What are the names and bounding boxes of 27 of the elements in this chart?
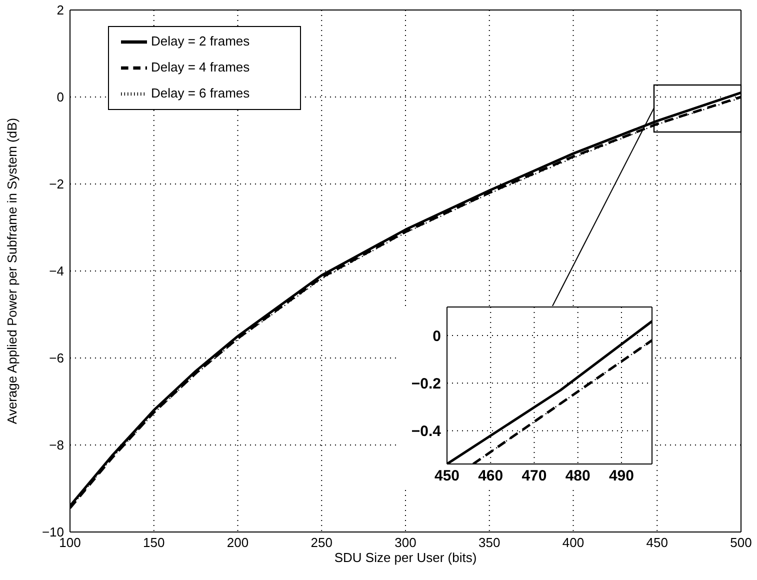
x-tick-label: 300 bbox=[394, 535, 416, 550]
legend-label: Delay = 4 frames bbox=[151, 59, 250, 74]
x-tick-label: 350 bbox=[478, 535, 500, 550]
y-axis-title: Average Applied Power per Subframe in System (dB) bbox=[4, 118, 20, 424]
x-tick-label: 400 bbox=[562, 535, 584, 550]
x-axis-title: SDU Size per User (bits) bbox=[334, 550, 477, 565]
x-tick-label: 450 bbox=[434, 468, 460, 485]
y-tick-label: −4 bbox=[49, 264, 64, 279]
y-tick-label: −6 bbox=[49, 350, 64, 366]
y-tick-label: −0.4 bbox=[411, 423, 442, 440]
x-tick-label: 150 bbox=[143, 535, 165, 550]
x-tick-label: 470 bbox=[522, 468, 547, 485]
y-tick-label: −2 bbox=[49, 176, 64, 192]
y-tick-label: 0 bbox=[432, 328, 441, 345]
x-tick-label: 490 bbox=[608, 468, 634, 485]
x-tick-label: 460 bbox=[478, 468, 504, 485]
y-tick-label: 0 bbox=[56, 90, 64, 105]
x-tick-label: 500 bbox=[730, 535, 752, 550]
x-tick-label: 480 bbox=[565, 468, 590, 485]
x-tick-label: 450 bbox=[646, 535, 668, 550]
legend-label: Delay = 2 frames bbox=[151, 33, 250, 48]
x-tick-label: 250 bbox=[310, 535, 332, 550]
y-tick-label: −0.2 bbox=[411, 375, 441, 392]
y-tick-label: 2 bbox=[56, 2, 64, 18]
x-tick-label: 200 bbox=[226, 535, 249, 550]
y-tick-label: −8 bbox=[49, 438, 64, 453]
legend-label: Delay = 6 frames bbox=[151, 85, 250, 100]
